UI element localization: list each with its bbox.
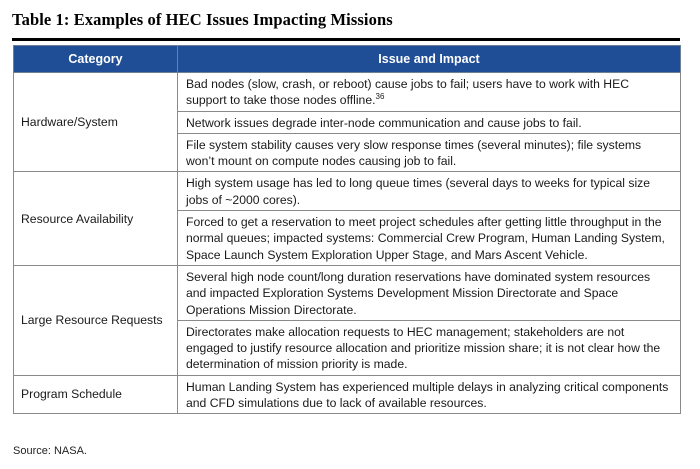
table-row: Network issues degrade inter-node commun… bbox=[14, 110, 681, 134]
table-row: Directorates make allocation requests to… bbox=[14, 319, 681, 376]
issue-cell: Directorates make allocation requests to… bbox=[177, 319, 681, 376]
table-row: Program Schedule Human Landing System ha… bbox=[13, 374, 681, 415]
issue-cell: Network issues degrade inter-node commun… bbox=[177, 110, 681, 134]
table-row: Hardware/System Bad nodes (slow, crash, … bbox=[13, 71, 681, 173]
table-row: Large Resource Requests Several high nod… bbox=[13, 264, 681, 376]
caption-rule bbox=[12, 38, 680, 41]
issue-text: Bad nodes (slow, crash, or reboot) cause… bbox=[186, 77, 630, 108]
table-row: File system stability causes very slow r… bbox=[14, 132, 681, 173]
issues-table: Category Issue and Impact Hardware/Syste… bbox=[13, 45, 681, 415]
category-program-schedule: Program Schedule bbox=[13, 374, 178, 415]
table-row: Forced to get a reservation to meet proj… bbox=[14, 210, 681, 266]
category-hardware-system: Hardware/System bbox=[13, 71, 178, 173]
category-column-header: Category bbox=[13, 45, 178, 73]
footnote-marker: 36 bbox=[375, 92, 385, 102]
table-caption: Table 1: Examples of HEC Issues Impactin… bbox=[12, 10, 393, 29]
issue-cell: Bad nodes (slow, crash, or reboot) cause… bbox=[177, 72, 681, 112]
issue-cell: Forced to get a reservation to meet proj… bbox=[177, 210, 681, 266]
table-header-row: Category Issue and Impact bbox=[13, 45, 681, 73]
source-note: Source: NASA. bbox=[13, 445, 87, 457]
issue-cell: Human Landing System has experienced mul… bbox=[177, 374, 681, 415]
category-large-resource-requests: Large Resource Requests bbox=[13, 264, 178, 376]
issue-column-header: Issue and Impact bbox=[177, 45, 681, 73]
category-resource-availability: Resource Availability bbox=[13, 171, 178, 266]
issue-cell: File system stability causes very slow r… bbox=[177, 132, 681, 173]
table-row: Resource Availability High system usage … bbox=[13, 171, 681, 266]
issue-cell: High system usage has led to long queue … bbox=[177, 171, 681, 212]
issue-cell: Several high node count/long duration re… bbox=[177, 264, 681, 321]
